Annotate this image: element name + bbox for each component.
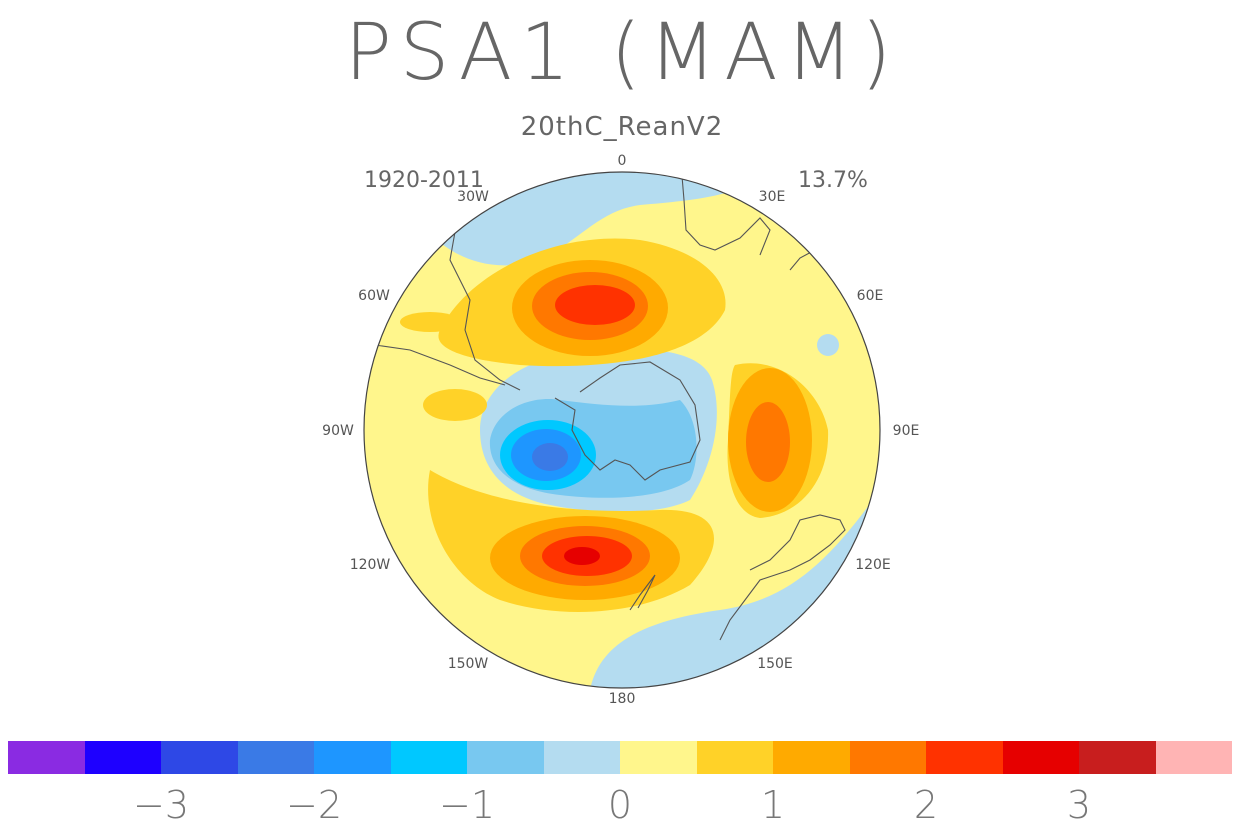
colorbar-tick-label: −1 (438, 783, 496, 827)
polar-map: 0 30E 60E 90E 120E 150E 180 150W 120W 90… (322, 153, 919, 707)
positive-west-lobe-2 (400, 312, 460, 332)
lon-label: 60W (358, 288, 390, 304)
variance-label: 13.7% (798, 168, 868, 193)
colorbar-tick-label: 2 (913, 783, 939, 827)
south-america-east (374, 344, 506, 386)
colorbar-labels: −3 −2 −1 0 1 2 3 (0, 775, 1244, 827)
south-america-coast (449, 231, 521, 391)
antarctica-coast (554, 361, 701, 481)
positive-south-l5 (564, 547, 600, 565)
africa-coast (681, 175, 771, 256)
colorbar-swatch (8, 741, 85, 774)
lon-label: 120E (855, 557, 891, 573)
lon-label: 0 (618, 153, 627, 169)
colorbar-tick-label: 0 (607, 783, 633, 827)
lon-label: 150W (448, 656, 489, 672)
positive-west-lobe (423, 389, 487, 421)
colorbar-swatch (773, 741, 850, 774)
lon-label: 60E (857, 288, 884, 304)
lon-label: 150E (757, 656, 793, 672)
coastlines (374, 175, 846, 641)
colorbar-swatch (696, 741, 773, 774)
colorbar-tick-label: −2 (285, 783, 343, 827)
australia-coast (719, 514, 846, 641)
colorbar-swatch (849, 741, 926, 774)
lon-label: 120W (350, 557, 391, 573)
colorbar-swatch (390, 741, 467, 774)
anomaly-field (364, 172, 880, 688)
colorbar-tick-label: 1 (760, 783, 786, 827)
negative-spot-east (817, 334, 839, 356)
chart-subtitle: 20thC_ReanV2 (520, 112, 724, 142)
lon-label: 180 (609, 691, 636, 707)
lon-label: 30W (457, 189, 489, 205)
colorbar-tick-label: −3 (132, 783, 190, 827)
new-zealand-coast (629, 574, 656, 611)
colorbar-swatch (1079, 741, 1156, 774)
colorbar-swatch (1155, 741, 1232, 774)
colorbar-tick-label: 3 (1066, 783, 1092, 827)
colorbar-swatch (620, 741, 697, 774)
positive-east-l3 (746, 402, 790, 482)
colorbar-swatch (926, 741, 1003, 774)
colorbar-swatch (467, 741, 544, 774)
colorbar (8, 741, 1232, 774)
colorbar-swatch (543, 741, 620, 774)
lon-label: 90E (893, 423, 920, 439)
lon-label: 30E (759, 189, 786, 205)
negative-level-4 (532, 443, 568, 471)
colorbar-swatch (314, 741, 391, 774)
lon-label: 90W (322, 423, 354, 439)
positive-north-l4 (555, 285, 635, 325)
colorbar-swatch (84, 741, 161, 774)
colorbar-swatch (1002, 741, 1079, 774)
longitude-labels: 0 30E 60E 90E 120E 150E 180 150W 120W 90… (322, 153, 919, 707)
period-label: 1920-2011 (364, 168, 484, 193)
chart-title: PSA1 (MAM) (344, 8, 900, 98)
map-boundary (363, 171, 881, 689)
colorbar-swatch (237, 741, 314, 774)
colorbar-swatch (161, 741, 238, 774)
